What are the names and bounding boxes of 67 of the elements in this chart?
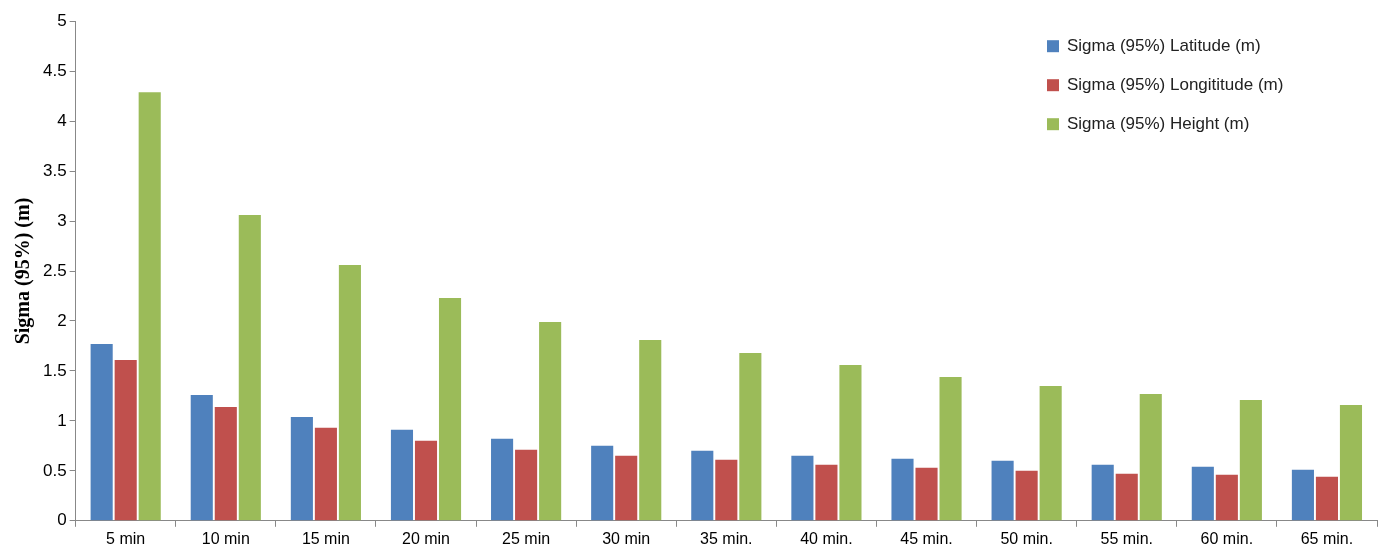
bar: [190, 394, 213, 521]
bar: [138, 92, 161, 521]
y-tick-label: 1.5: [42, 360, 67, 380]
x-tick-label: 45 min.: [900, 529, 953, 547]
x-tick-label: 10 min: [201, 529, 250, 547]
bar: [1039, 385, 1062, 521]
x-tick-label: 50 min.: [1000, 529, 1053, 547]
x-tick-label: 5 min: [106, 529, 146, 547]
bar: [715, 459, 738, 521]
x-tick-label: 55 min.: [1100, 529, 1153, 547]
bar: [1239, 399, 1262, 521]
bar: [791, 455, 814, 521]
bar: [891, 458, 914, 521]
bar: [591, 445, 614, 521]
y-tick-label: 2.5: [42, 260, 67, 280]
bar: [815, 464, 838, 521]
bar: [314, 427, 337, 521]
bar: [1015, 470, 1038, 521]
y-tick-label: 3.5: [42, 160, 67, 180]
x-tick-label: 30 min: [602, 529, 651, 547]
bar: [90, 343, 113, 521]
x-tick-label: 25 min: [502, 529, 551, 547]
y-tick-label: 0: [57, 510, 67, 530]
bar: [1215, 474, 1238, 521]
bar: [691, 450, 714, 521]
x-tick-label: 35 min.: [700, 529, 753, 547]
bar: [991, 460, 1014, 521]
bar: [491, 438, 514, 521]
bar: [1115, 473, 1138, 521]
bar: [1191, 466, 1214, 521]
bar: [438, 297, 462, 521]
bar: [915, 467, 938, 521]
x-tick-label: 15 min: [301, 529, 350, 547]
y-tick-label: 3: [57, 210, 67, 230]
bar: [739, 352, 762, 521]
bar: [839, 364, 862, 521]
bar: [414, 440, 438, 521]
bar: [1315, 476, 1338, 521]
y-tick-label: 5: [57, 10, 67, 30]
bar: [390, 429, 414, 521]
bar: [290, 416, 313, 521]
x-tick-label: 40 min.: [800, 529, 853, 547]
bar: [238, 215, 261, 521]
bar: [1291, 469, 1314, 521]
y-tick-label: 0.5: [42, 460, 67, 480]
legend-label: Sigma (95%) Longititude (m): [1067, 74, 1284, 94]
y-tick-label: 4: [57, 110, 67, 130]
y-tick-label: 2: [57, 310, 67, 330]
y-axis-title: Sigma (95%) (m): [11, 197, 35, 345]
y-tick-label: 4.5: [42, 60, 67, 80]
bar: [615, 455, 638, 521]
bar: [1139, 393, 1162, 521]
bar: [515, 449, 538, 521]
bar: [539, 321, 562, 521]
legend-label: Sigma (95%) Latitude (m): [1067, 35, 1261, 55]
y-tick-label: 1: [57, 410, 67, 430]
bar: [639, 339, 662, 521]
legend-label: Sigma (95%) Height (m): [1067, 113, 1250, 133]
bar: [214, 406, 237, 521]
bar: [939, 376, 962, 521]
bar: [1091, 464, 1114, 521]
x-tick-label: 20 min: [401, 529, 451, 547]
bar: [114, 359, 137, 521]
x-tick-label: 65 min.: [1300, 529, 1354, 547]
bar: [338, 265, 361, 521]
bar: [1339, 404, 1363, 521]
x-tick-label: 60 min.: [1200, 529, 1254, 547]
